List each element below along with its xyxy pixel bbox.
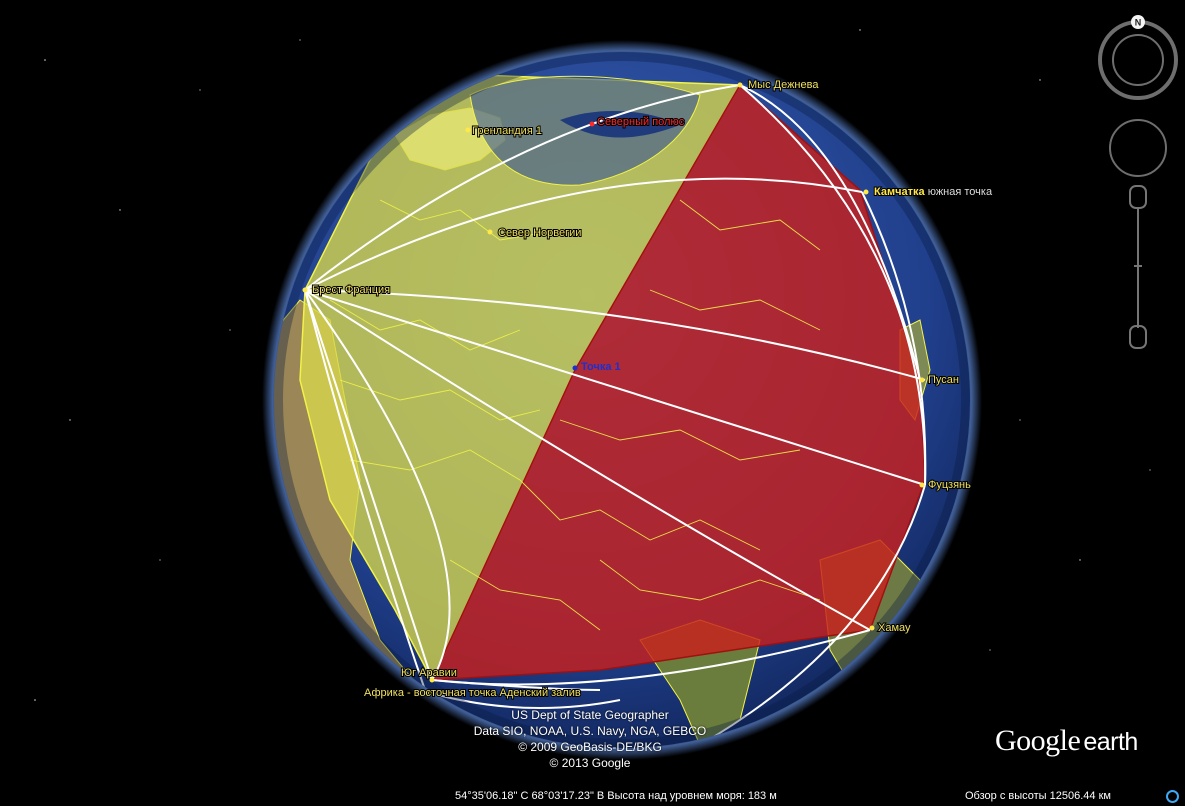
pushpin-icon (487, 229, 493, 235)
pushpin-icon (465, 127, 471, 133)
placemark-hamau[interactable]: Хамау (869, 621, 912, 635)
placemark-label: Африка - восточная точка Аденский залив (364, 687, 581, 699)
pushpin-icon (919, 377, 925, 383)
placemark-greenland[interactable]: Гренландия 1 (465, 124, 543, 138)
placemark-north-norway[interactable]: Север Норвегии (487, 226, 582, 240)
placemark-label: Северный полюс (597, 116, 685, 128)
credit-line: © 2013 Google (549, 756, 631, 770)
logo-google: Google (995, 724, 1081, 757)
placemark-africa-east[interactable]: Африка - восточная точка Аденский залив (363, 686, 582, 700)
pushpin-icon (429, 677, 435, 683)
placemark-label: Север Норвегии (498, 227, 581, 239)
credit-line: © 2009 GeoBasis-DE/BKG (518, 740, 662, 754)
compass-ring[interactable]: N (1098, 15, 1178, 100)
placemark-label: Камчатка южная точка (874, 186, 993, 198)
pushpin-icon (737, 82, 743, 88)
placemark-label: Фуцзянь (928, 479, 971, 491)
placemark-north-pole[interactable]: Северный полюс (589, 115, 686, 129)
pushpin-icon (302, 287, 308, 293)
starfield (34, 29, 1151, 701)
kamchatka-suffix: южная точка (928, 186, 993, 198)
pushpin-icon (427, 689, 433, 695)
placemark-kamchatka[interactable]: Камчатка южная точка (863, 185, 994, 199)
placemark-fuzhou[interactable]: Фуцзянь (919, 478, 972, 492)
credit-line: Data SIO, NOAA, U.S. Navy, NGA, GEBCO (473, 724, 707, 738)
country-borders (329, 199, 821, 631)
north-indicator-icon[interactable] (1131, 15, 1145, 29)
placemark-south-arabia[interactable]: Юг Аравии (400, 666, 458, 683)
status-bar: 54°35'06.18" С 68°03'17.23" В Высота над… (0, 786, 1185, 806)
placemark-label: Пусан (928, 374, 959, 386)
zoom-slider[interactable] (1129, 185, 1147, 349)
pushpin-icon (572, 365, 578, 371)
placemark-label: Хамау (878, 622, 911, 634)
north-label: N (1135, 18, 1142, 28)
zoom-out-button[interactable] (1129, 325, 1147, 349)
placemark-brest[interactable]: Брест Франция (302, 283, 391, 297)
globe[interactable] (265, 52, 970, 748)
placemark-point1[interactable]: Точка 1 (572, 361, 621, 373)
pushpin-icon (869, 625, 875, 631)
zoom-in-button[interactable] (1129, 185, 1147, 209)
route-lines (304, 84, 927, 746)
eye-altitude: Обзор с высоты 12506.44 км (965, 790, 1111, 802)
credit-line: US Dept of State Geographer (511, 708, 669, 722)
navigation-controls[interactable]: N (1098, 8, 1178, 358)
pushpin-icon (589, 121, 595, 127)
pushpin-icon (919, 482, 925, 488)
placemark-label: Юг Аравии (401, 667, 457, 679)
pointer-coordinates: 54°35'06.18" С 68°03'17.23" В Высота над… (455, 790, 777, 802)
google-earth-logo: Google earth (995, 724, 1138, 758)
logo-earth: earth (1083, 728, 1138, 756)
kamchatka-name: Камчатка (874, 186, 925, 198)
pushpin-icon (863, 189, 869, 195)
look-joystick[interactable] (1109, 119, 1167, 177)
placemark-cape-dezhnev[interactable]: Мыс Дежнева (737, 78, 820, 92)
placemark-label: Мыс Дежнева (748, 79, 819, 91)
placemark-label: Точка 1 (581, 361, 621, 373)
placemark-label: Брест Франция (312, 284, 390, 296)
placemark-label: Гренландия 1 (472, 125, 542, 137)
streaming-indicator-icon (1166, 790, 1179, 803)
placemark-busan[interactable]: Пусан (919, 373, 960, 387)
